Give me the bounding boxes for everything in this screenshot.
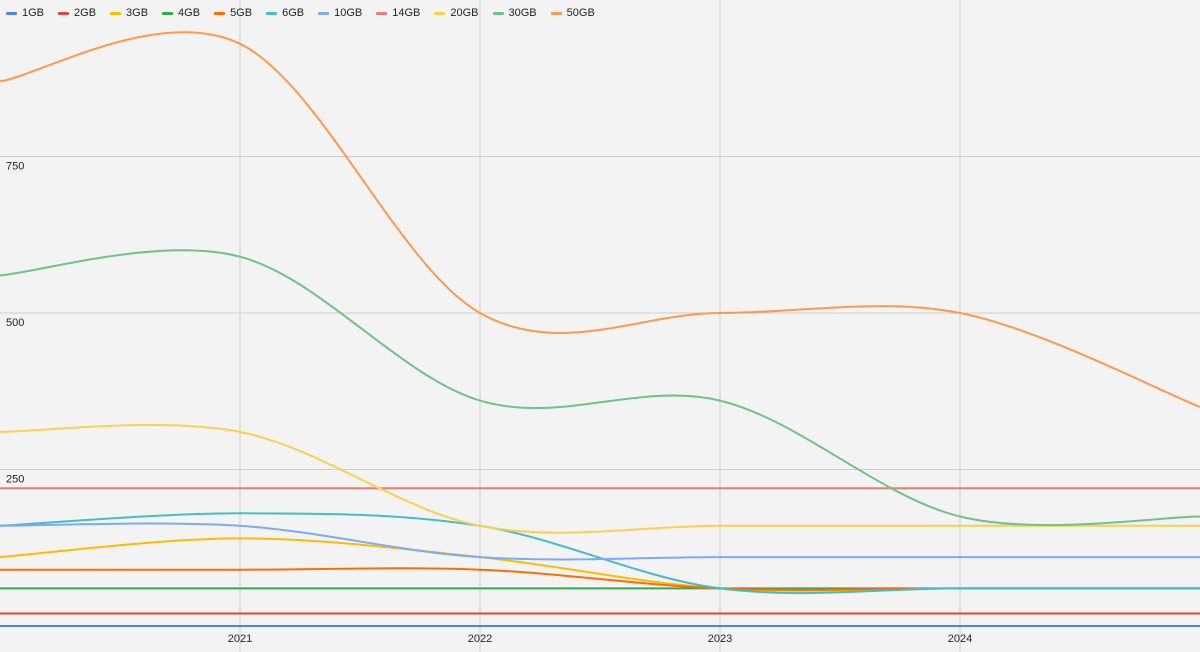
legend-item-4gb: 4GB xyxy=(162,7,200,19)
x-tick-label: 2023 xyxy=(708,633,732,645)
x-tick-label: 2022 xyxy=(468,633,492,645)
legend-swatch xyxy=(58,11,70,15)
legend-swatch xyxy=(214,11,226,15)
legend-label: 10GB xyxy=(334,7,363,19)
legend-label: 1GB xyxy=(22,7,45,19)
legend-item-10gb: 10GB xyxy=(318,7,362,19)
legend-item-20gb: 20GB xyxy=(434,7,479,19)
legend-label: 30GB xyxy=(508,7,537,19)
series-lines xyxy=(0,31,1200,627)
legend-item-6gb: 6GB xyxy=(266,7,304,19)
series-line-10gb xyxy=(0,522,1200,561)
series-line-3gb xyxy=(0,537,1200,592)
legend-label: 4GB xyxy=(178,7,201,19)
legend-item-1gb: 1GB xyxy=(6,7,44,19)
tick-labels: 250 500 750 2021 2022 2023 2024 xyxy=(6,161,972,646)
legend: 1GB 2GB 3GB 4GB 5GB 6GB 10GB 14GB 20GB 30GB 50GB xyxy=(6,5,609,21)
series-line-30gb xyxy=(0,249,1200,527)
legend-swatch xyxy=(492,11,504,15)
legend-swatch xyxy=(110,11,122,15)
legend-label: 5GB xyxy=(230,7,253,19)
legend-swatch xyxy=(318,11,330,15)
legend-swatch xyxy=(550,11,562,15)
legend-label: 6GB xyxy=(282,7,305,19)
legend-swatch xyxy=(434,11,446,15)
legend-label: 50GB xyxy=(566,7,595,19)
series-line-5gb xyxy=(0,567,1200,591)
legend-swatch xyxy=(6,11,17,15)
series-line-50gb xyxy=(0,31,1200,408)
legend-item-5gb: 5GB xyxy=(214,7,252,19)
legend-label: 3GB xyxy=(126,7,149,19)
legend-item-3gb: 3GB xyxy=(110,7,148,19)
legend-item-30gb: 30GB xyxy=(492,7,537,19)
legend-label: 14GB xyxy=(392,7,421,19)
y-tick-label: 250 xyxy=(6,474,24,486)
legend-item-14gb: 14GB xyxy=(376,7,420,19)
series-line-20gb xyxy=(0,423,1200,534)
x-tick-label: 2024 xyxy=(948,633,972,645)
legend-item-2gb: 2GB xyxy=(58,7,96,19)
y-tick-label: 750 xyxy=(6,161,24,173)
legend-swatch xyxy=(162,11,174,15)
legend-swatch xyxy=(266,11,278,15)
legend-swatch xyxy=(376,11,388,15)
y-tick-label: 500 xyxy=(6,317,24,329)
x-tick-label: 2021 xyxy=(228,633,252,645)
legend-item-50gb: 50GB xyxy=(550,7,595,19)
legend-label: 20GB xyxy=(450,7,479,19)
series-line-6gb xyxy=(0,512,1200,595)
legend-label: 2GB xyxy=(74,7,97,19)
